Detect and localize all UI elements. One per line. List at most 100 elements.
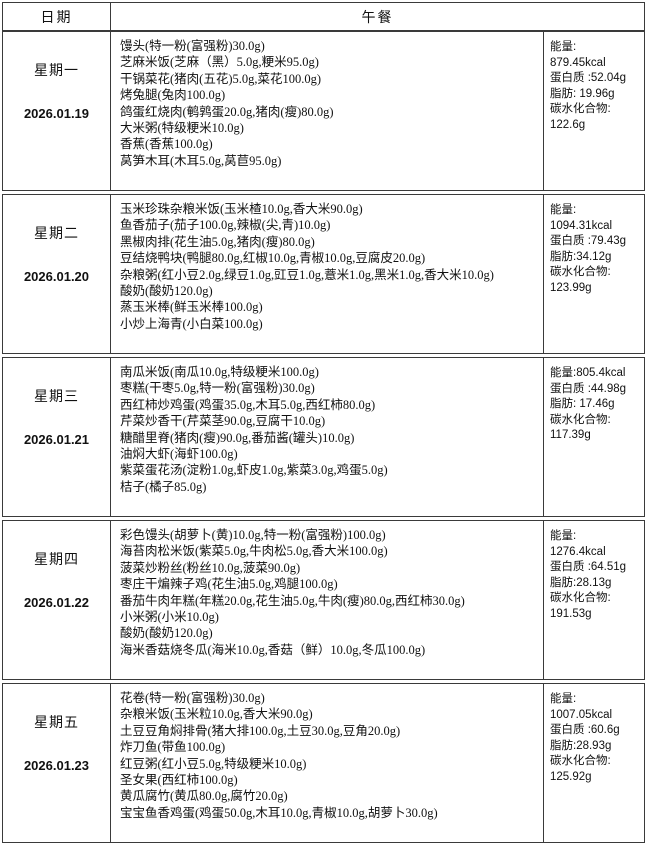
nutrition-line: 蛋白质 :60.6g	[550, 724, 620, 736]
dish-item: 花卷(特一粉(富强粉)30.0g)	[120, 691, 265, 705]
nutrition-line: 123.99g	[550, 281, 592, 294]
dish-item: 油焖大虾(海虾100.0g)	[120, 447, 238, 462]
dish-item: 芹菜炒香干(芹菜茎90.0g,豆腐干10.0g)	[120, 414, 326, 429]
weekday-label: 星期一	[34, 64, 79, 79]
dish-item: 小炒上海青(小白菜100.0g)	[120, 316, 263, 331]
nutrition-summary: 能量: 1276.4kcal 蛋白质 :64.51g 脂肪:28.13g 碳水化合物: 1…	[544, 521, 644, 679]
nutrition-line: 能量:	[550, 530, 577, 542]
dish-item: 烤兔腿(兔肉100.0g)	[120, 88, 226, 103]
nutrition-line: 能量:	[550, 204, 577, 216]
weekday-label: 星期三	[34, 390, 79, 405]
dish-item: 芝麻米饭(芝麻（黑）5.0g,粳米95.0g)	[120, 55, 319, 70]
dish-item: 菠菜炒粉丝(粉丝10.0g,菠菜90.0g)	[120, 560, 301, 575]
nutrition-line: 碳水化合物:	[550, 103, 611, 115]
date-cell: 星期一 2026.01.19	[3, 32, 111, 190]
dish-item: 酸奶(酸奶120.0g)	[120, 284, 213, 299]
dish-item: 南瓜米饭(南瓜10.0g,特级粳米100.0g)	[120, 365, 319, 379]
dish-item: 小米粥(小米10.0g)	[120, 610, 219, 625]
nutrition-line: 1276.4kcal	[550, 545, 606, 558]
dish-item: 海米香菇烧冬瓜(海米10.0g,香菇（鲜）10.0g,冬瓜100.0g)	[120, 642, 426, 657]
nutrition-summary: 能量:805.4kcal 蛋白质 :44.98g 脂肪: 17.46g 碳水化合物: 1…	[544, 358, 644, 516]
dish-item: 杂粮米饭(玉米粒10.0g,香大米90.0g)	[120, 707, 313, 722]
dish-item: 炸刀鱼(带鱼100.0g)	[120, 740, 226, 755]
nutrition-line: 122.6g	[550, 118, 586, 131]
date-value: 2026.01.20	[23, 269, 90, 284]
nutrition-line: 能量:805.4kcal	[550, 367, 626, 379]
weekday-label: 星期五	[34, 716, 79, 731]
lunch-dish-list: 花卷(特一粉(富强粉)30.0g) 杂粮米饭(玉米粒10.0g,香大米90.0g)…	[111, 684, 544, 842]
dish-item: 酸奶(酸奶120.0g)	[120, 626, 213, 641]
table-row: 星期二 2026.01.20 玉米珍珠杂粮米饭(玉米楂10.0g,香大米90.0g)…	[2, 194, 645, 354]
dish-item: 土豆豆角焖排骨(猪大排100.0g,土豆30.0g,豆角20.0g)	[120, 723, 401, 738]
dish-item: 圣女果(西红柿100.0g)	[120, 773, 238, 788]
nutrition-line: 117.39g	[550, 429, 591, 441]
nutrition-line: 蛋白质 :79.43g	[550, 235, 627, 247]
date-value: 2026.01.23	[23, 758, 90, 773]
table-body: 星期一 2026.01.19 馒头(特一粉(富强粉)30.0g) 芝麻米饭(芝麻（黑）…	[2, 31, 645, 843]
dish-item: 黑椒肉排(花生油5.0g,猪肉(瘦)80.0g)	[120, 234, 315, 249]
nutrition-line: 能量:	[550, 41, 577, 53]
nutrition-line: 碳水化合物:	[550, 592, 611, 604]
nutrition-line: 1007.05kcal	[550, 708, 613, 721]
nutrition-line: 脂肪:34.12g	[550, 250, 612, 263]
table-row: 星期一 2026.01.19 馒头(特一粉(富强粉)30.0g) 芝麻米饭(芝麻（黑）…	[2, 31, 645, 191]
dish-item: 干锅菜花(猪肉(五花)5.0g,菜花100.0g)	[120, 71, 322, 86]
nutrition-line: 脂肪:28.93g	[550, 739, 612, 752]
column-header-lunch: 午餐	[361, 10, 394, 26]
nutrition-line: 脂肪:28.13g	[550, 576, 612, 589]
table-row: 星期四 2026.01.22 彩色馒头(胡萝卜(黄)10.0g,特一粉(富强粉)10…	[2, 520, 645, 680]
column-header-date: 日期	[3, 3, 111, 30]
dish-item: 桔子(橘子85.0g)	[120, 479, 207, 494]
dish-item: 西红柿炒鸡蛋(鸡蛋35.0g,木耳5.0g,西红柿80.0g)	[120, 397, 376, 412]
dish-item: 宝宝鱼香鸡蛋(鸡蛋50.0g,木耳10.0g,青椒10.0g,胡萝卜30.0g)	[120, 805, 438, 820]
nutrition-summary: 能量: 1094.31kcal 蛋白质 :79.43g 脂肪:34.12g 碳水化合物:…	[544, 195, 644, 353]
dish-item: 糖醋里脊(猪肉(瘦)90.0g,番茄酱(罐头)10.0g)	[120, 430, 355, 445]
date-cell: 星期四 2026.01.22	[3, 521, 111, 679]
header-bottom-rule	[2, 30, 645, 31]
dish-item: 蒸玉米棒(鲜玉米棒100.0g)	[120, 300, 263, 315]
dish-item: 豆结烧鸭块(鸭腿80.0g,红椒10.0g,青椒10.0g,豆腐皮20.0g)	[120, 251, 426, 266]
nutrition-summary: 能量: 1007.05kcal 蛋白质 :60.6g 脂肪:28.93g 碳水化合物: 1…	[544, 684, 644, 842]
lunch-dish-list: 玉米珍珠杂粮米饭(玉米楂10.0g,香大米90.0g) 鱼香茄子(茄子100.0g…	[111, 195, 544, 353]
nutrition-line: 脂肪: 17.46g	[550, 398, 615, 410]
dish-item: 海苔肉松米饭(紫菜5.0g,牛肉松5.0g,香大米100.0g)	[120, 544, 388, 559]
nutrition-line: 碳水化合物:	[550, 755, 611, 767]
lunch-dish-list: 馒头(特一粉(富强粉)30.0g) 芝麻米饭(芝麻（黑）5.0g,粳米95.0g)…	[111, 32, 544, 190]
dish-item: 紫菜蛋花汤(淀粉1.0g,虾皮1.0g,紫菜3.0g,鸡蛋5.0g)	[120, 463, 388, 478]
nutrition-line: 125.92g	[550, 770, 592, 783]
date-cell: 星期二 2026.01.20	[3, 195, 111, 353]
dish-item: 番茄牛肉年糕(年糕20.0g,花生油5.0g,牛肉(瘦)80.0g,西红柿30.…	[120, 593, 465, 608]
date-cell: 星期三 2026.01.21	[3, 358, 111, 516]
lunch-dish-list: 南瓜米饭(南瓜10.0g,特级粳米100.0g) 枣糕(干枣5.0g,特一粉(富强…	[111, 358, 544, 516]
date-value: 2026.01.21	[23, 432, 90, 447]
date-value: 2026.01.19	[23, 106, 90, 121]
weekday-label: 星期四	[34, 553, 79, 568]
dish-item: 黄瓜腐竹(黄瓜80.0g,腐竹20.0g)	[120, 789, 288, 804]
nutrition-line: 1094.31kcal	[550, 219, 613, 232]
dish-item: 杂粮粥(红小豆2.0g,绿豆1.0g,豇豆1.0g,薏米1.0g,黑米1.0g,…	[120, 267, 494, 282]
dish-item: 鱼香茄子(茄子100.0g,辣椒(尖,青)10.0g)	[120, 218, 331, 233]
lunch-dish-list: 彩色馒头(胡萝卜(黄)10.0g,特一粉(富强粉)100.0g) 海苔肉松米饭(紫…	[111, 521, 544, 679]
nutrition-line: 蛋白质 :44.98g	[550, 382, 627, 395]
table-row: 星期五 2026.01.23 花卷(特一粉(富强粉)30.0g) 杂粮米饭(玉米粒10…	[2, 683, 645, 843]
nutrition-line: 能量:	[550, 693, 577, 705]
dish-item: 枣庄干煸辣子鸡(花生油5.0g,鸡腿100.0g)	[120, 577, 338, 592]
nutrition-summary: 能量: 879.45kcal 蛋白质 :52.04g 脂肪: 19.96g 碳水化合物:…	[544, 32, 644, 190]
nutrition-line: 191.53g	[550, 607, 592, 620]
dish-item: 香蕉(香蕉100.0g)	[120, 137, 213, 152]
dish-item: 红豆粥(红小豆5.0g,特级粳米10.0g)	[120, 756, 307, 771]
dish-item: 玉米珍珠杂粮米饭(玉米楂10.0g,香大米90.0g)	[120, 202, 363, 216]
nutrition-line: 脂肪: 19.96g	[550, 87, 615, 100]
dish-item: 馒头(特一粉(富强粉)30.0g)	[120, 39, 265, 53]
dish-item: 莴笋木耳(木耳5.0g,莴苣95.0g)	[120, 153, 282, 168]
nutrition-line: 碳水化合物:	[550, 266, 611, 278]
dish-item: 彩色馒头(胡萝卜(黄)10.0g,特一粉(富强粉)100.0g)	[120, 528, 386, 542]
dish-item: 大米粥(特级粳米10.0g)	[120, 121, 244, 136]
nutrition-line: 蛋白质 :64.51g	[550, 561, 627, 573]
dish-item: 鸽蛋红烧肉(鹌鹑蛋20.0g,猪肉(瘦)80.0g)	[120, 104, 334, 119]
date-value: 2026.01.22	[23, 595, 90, 610]
nutrition-line: 蛋白质 :52.04g	[550, 72, 627, 84]
nutrition-line: 879.45kcal	[550, 56, 606, 69]
table-row: 星期三 2026.01.21 南瓜米饭(南瓜10.0g,特级粳米100.0g) 枣糕(…	[2, 357, 645, 517]
